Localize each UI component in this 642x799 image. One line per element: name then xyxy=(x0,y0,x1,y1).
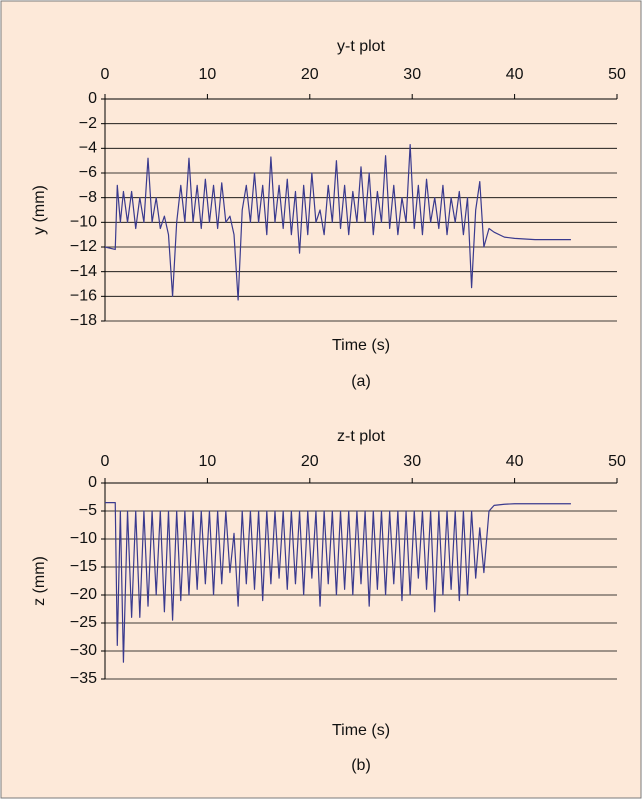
x-tick-label: 20 xyxy=(301,453,319,470)
y-tick-label: −15 xyxy=(70,558,97,575)
x-tick-label: 20 xyxy=(301,66,319,83)
x-tick-label: 10 xyxy=(199,66,217,83)
y-tick-label: −2 xyxy=(79,115,97,132)
y-tick-label: −12 xyxy=(70,238,97,255)
x-tick-label: 0 xyxy=(101,66,110,83)
y-tick-label: 0 xyxy=(88,90,97,107)
data-line xyxy=(104,144,571,301)
x-tick-label: 30 xyxy=(403,453,421,470)
x-axis-label: Time (s) xyxy=(332,337,390,354)
x-tick-label: 0 xyxy=(101,453,110,470)
x-tick-label: 50 xyxy=(608,453,626,470)
x-tick-label: 40 xyxy=(506,66,524,83)
data-line xyxy=(105,502,571,663)
plot-title: y-t plot xyxy=(337,38,386,55)
y-tick-label: −4 xyxy=(79,140,97,157)
y-tick-label: −20 xyxy=(70,586,97,603)
y-tick-label: −10 xyxy=(70,214,97,231)
x-tick-label: 40 xyxy=(506,453,524,470)
y-tick-label: −30 xyxy=(70,642,97,659)
y-tick-label: −5 xyxy=(79,502,97,519)
y-tick-label: −18 xyxy=(70,312,97,329)
y-tick-label: −14 xyxy=(70,263,97,280)
y-tick-label: −10 xyxy=(70,530,97,547)
y-tick-label: −25 xyxy=(70,614,97,631)
y-axis-label: y (mm) xyxy=(31,185,48,235)
y-tick-label: −6 xyxy=(79,164,97,181)
plot-title: z-t plot xyxy=(337,428,386,445)
caption: (b) xyxy=(351,757,371,774)
x-axis-label: Time (s) xyxy=(332,722,390,739)
y-tick-label: −35 xyxy=(70,670,97,687)
y-tick-label: −16 xyxy=(70,288,97,305)
y-tick-label: 0 xyxy=(88,474,97,491)
y-tick-label: −8 xyxy=(79,189,97,206)
caption: (a) xyxy=(351,373,371,390)
x-tick-label: 50 xyxy=(608,66,626,83)
y-axis-label: z (mm) xyxy=(31,556,48,606)
x-tick-label: 10 xyxy=(199,453,217,470)
x-tick-label: 30 xyxy=(403,66,421,83)
